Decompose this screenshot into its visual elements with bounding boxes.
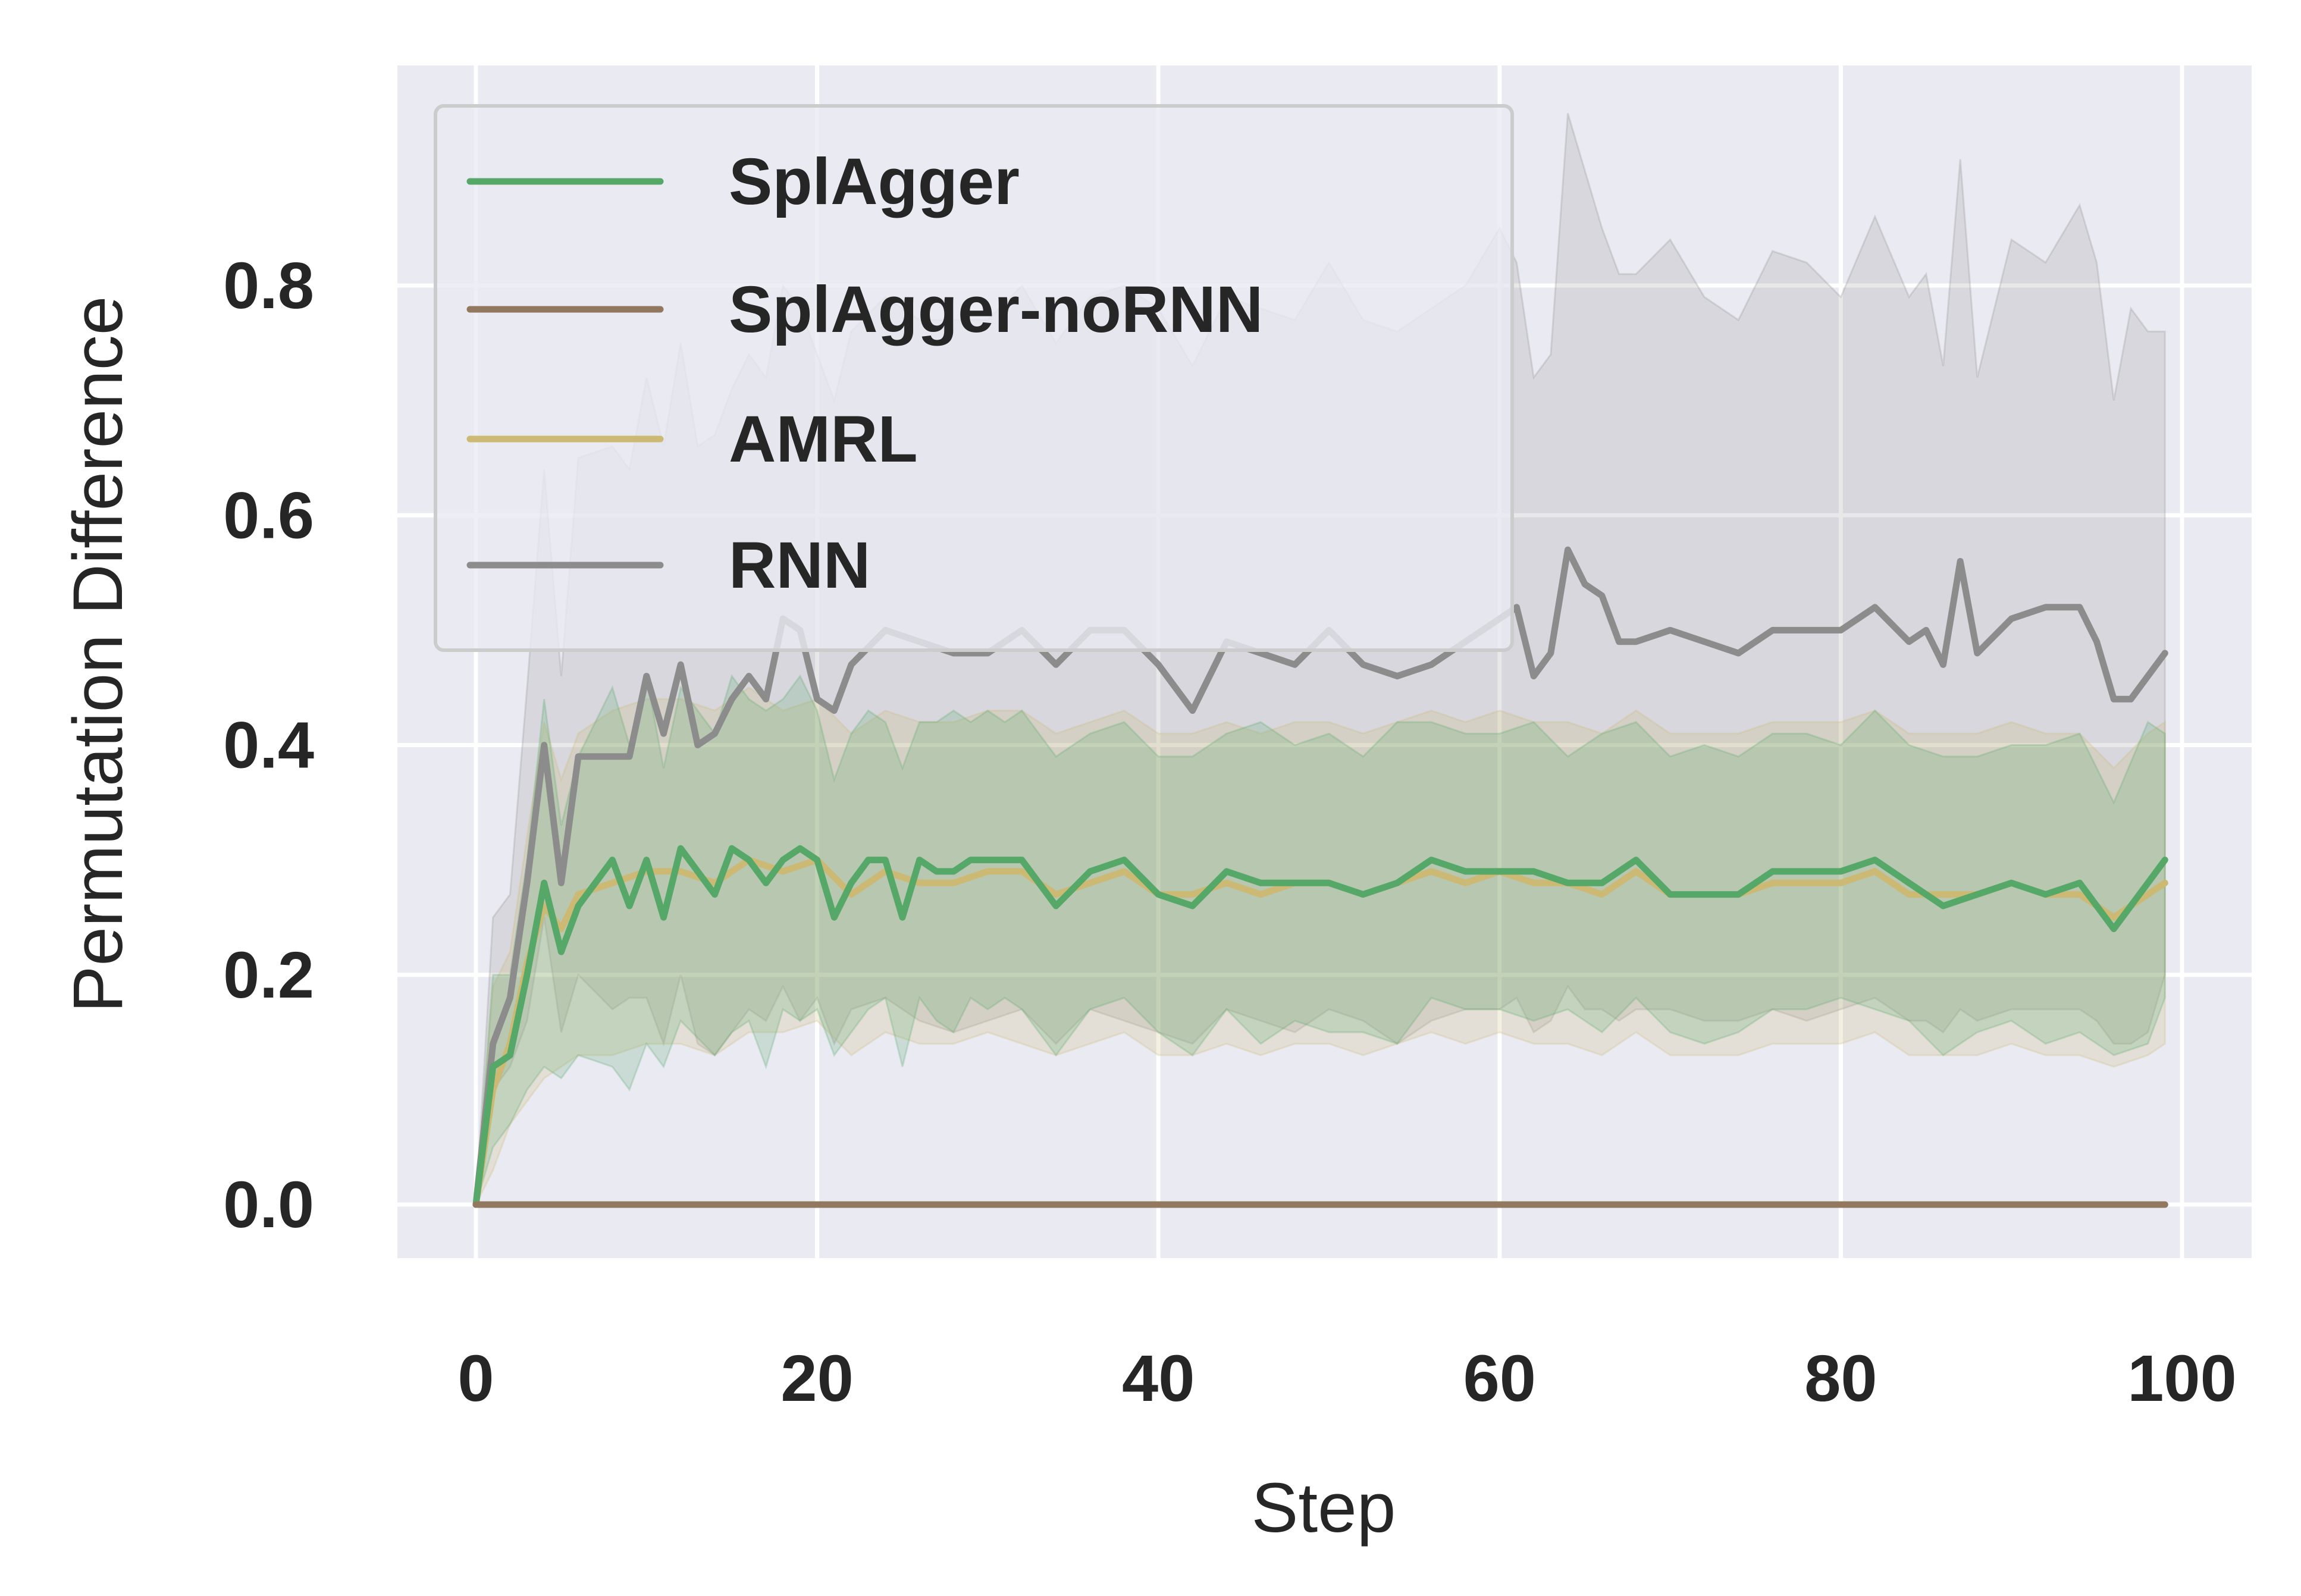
x-tick-labels: 0 20 40 60 80 100 (457, 1342, 2236, 1415)
y-tick-label-0.4: 0.4 (223, 709, 314, 782)
x-axis-title: Step (1252, 1469, 1396, 1547)
legend: SplAgger SplAgger-noRNN AMRL RNN (434, 104, 1514, 652)
x-tick-label-40: 40 (1122, 1342, 1195, 1415)
x-tick-label-60: 60 (1463, 1342, 1536, 1415)
y-tick-label-0.8: 0.8 (223, 249, 314, 322)
x-tick-label-20: 20 (780, 1342, 853, 1415)
x-tick-label-80: 80 (1804, 1342, 1877, 1415)
y-tick-label-0.2: 0.2 (223, 939, 314, 1012)
legend-label-rnn: RNN (729, 529, 870, 602)
legend-frame (434, 104, 1514, 652)
splagger-line (472, 845, 2168, 1208)
rnn-line (472, 546, 2168, 1208)
splagger-band (475, 674, 2166, 1205)
y-tick-label-0.6: 0.6 (223, 479, 314, 552)
legend-label-splagger: SplAgger (729, 145, 1020, 218)
x-tick-label-0: 0 (457, 1342, 494, 1415)
y-tick-label-0.0: 0.0 (223, 1168, 314, 1241)
y-axis-title: Permutation Difference (59, 296, 137, 1013)
legend-label-amrl: AMRL (729, 403, 918, 476)
legend-label-splagger-nornn: SplAgger-noRNN (729, 273, 1263, 346)
y-tick-labels: 0.0 0.2 0.4 0.6 0.8 (223, 249, 314, 1241)
x-tick-label-100: 100 (2127, 1342, 2237, 1415)
